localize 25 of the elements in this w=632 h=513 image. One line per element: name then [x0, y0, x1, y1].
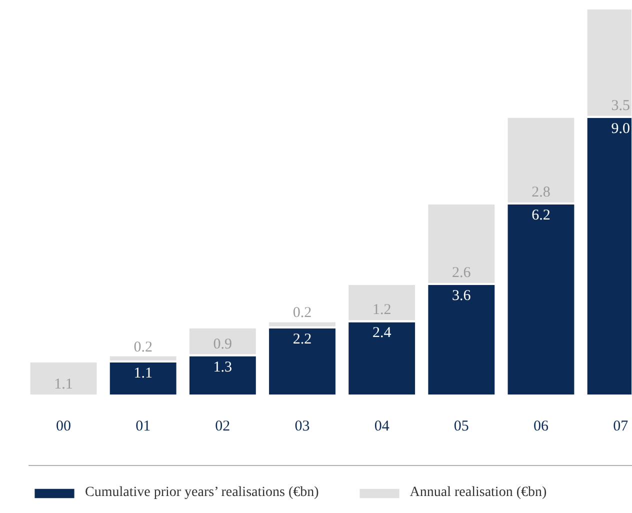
data-label: 9.0: [611, 120, 630, 137]
data-label: 2.4: [372, 325, 392, 342]
data-label: 2.2: [292, 331, 312, 348]
x-tick-label: 01: [136, 418, 151, 434]
data-label: 0.2: [134, 339, 152, 356]
data-label: 3.6: [452, 288, 472, 304]
data-label: 1.1: [54, 376, 73, 392]
data-label: 6.2: [532, 208, 550, 224]
data-label: 1.3: [213, 359, 232, 376]
x-tick-label: 00: [56, 418, 72, 434]
data-label: 0.2: [292, 305, 312, 322]
x-tick-label: 04: [374, 418, 390, 434]
data-label: 1.1: [134, 365, 152, 382]
x-tick-label: 03: [294, 418, 310, 434]
x-tick-label: 06: [533, 418, 549, 434]
data-label: 2.8: [532, 184, 550, 201]
data-label: 1.2: [372, 302, 392, 318]
x-tick-label: 02: [215, 418, 230, 434]
data-label: 3.5: [611, 98, 630, 114]
x-tick-label: 05: [454, 418, 469, 434]
data-label: 0.9: [213, 336, 232, 352]
legend-label: Annual realisation (€bn): [410, 485, 547, 501]
data-label: 2.6: [452, 265, 472, 282]
x-tick-label: 07: [613, 418, 629, 434]
legend-label: Cumulative prior years’ realisations (€bn): [85, 485, 319, 501]
